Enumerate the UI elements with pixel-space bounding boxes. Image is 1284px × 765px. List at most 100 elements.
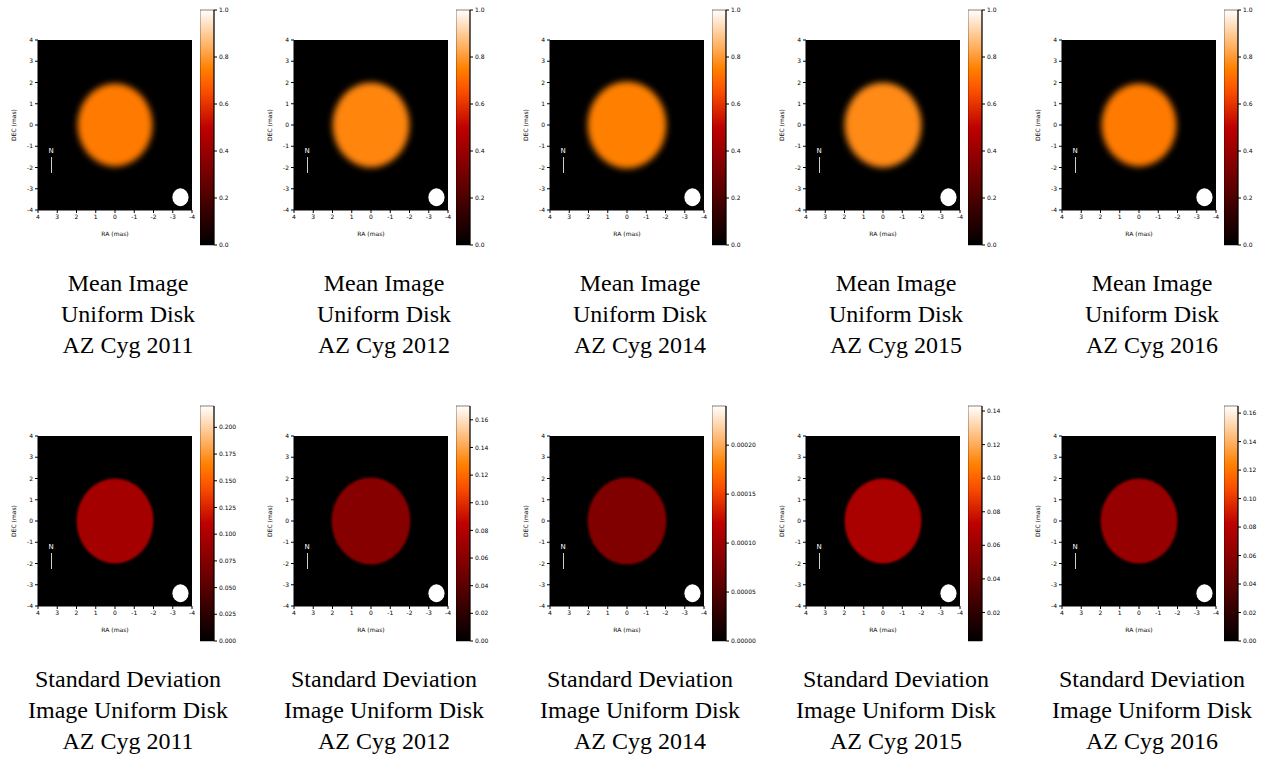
svg-text:0: 0	[1053, 517, 1057, 524]
svg-text:DEC (mas): DEC (mas)	[266, 109, 273, 141]
svg-text:1: 1	[862, 213, 866, 220]
svg-text:2: 2	[1053, 475, 1057, 482]
svg-text:0.025: 0.025	[219, 610, 236, 617]
svg-text:-1: -1	[27, 538, 33, 545]
svg-text:-3: -3	[539, 581, 545, 588]
svg-text:4: 4	[1053, 36, 1057, 43]
svg-text:0.8: 0.8	[219, 53, 229, 60]
svg-text:0: 0	[29, 121, 33, 128]
svg-text:3: 3	[541, 57, 545, 64]
svg-text:2: 2	[29, 79, 33, 86]
svg-text:-4: -4	[701, 609, 707, 616]
svg-text:DEC (mas): DEC (mas)	[1034, 109, 1041, 141]
svg-text:-3: -3	[1194, 609, 1200, 616]
svg-text:3: 3	[1079, 213, 1083, 220]
svg-text:0.2: 0.2	[987, 194, 997, 201]
svg-text:3: 3	[797, 57, 801, 64]
svg-text:-1: -1	[899, 213, 905, 220]
svg-text:0.6: 0.6	[731, 100, 741, 107]
svg-text:-4: -4	[1213, 609, 1219, 616]
svg-text:-2: -2	[407, 609, 413, 616]
svg-text:-4: -4	[539, 602, 545, 609]
svg-text:-3: -3	[170, 609, 176, 616]
svg-text:-1: -1	[283, 142, 289, 149]
svg-text:RA (mas): RA (mas)	[357, 230, 384, 237]
svg-text:0.150: 0.150	[219, 477, 236, 484]
svg-text:0.100: 0.100	[219, 530, 236, 537]
svg-text:-3: -3	[1051, 185, 1057, 192]
svg-text:3: 3	[1079, 609, 1083, 616]
svg-text:0.06: 0.06	[987, 541, 1001, 548]
svg-text:-1: -1	[1155, 609, 1161, 616]
svg-text:0.4: 0.4	[1243, 147, 1253, 154]
svg-text:1: 1	[94, 609, 98, 616]
svg-text:4: 4	[285, 36, 289, 43]
svg-text:0.8: 0.8	[731, 53, 741, 60]
svg-text:-2: -2	[27, 164, 33, 171]
svg-text:3: 3	[541, 453, 545, 460]
svg-text:-1: -1	[1051, 142, 1057, 149]
svg-text:4: 4	[36, 213, 40, 220]
svg-text:-3: -3	[1051, 581, 1057, 588]
svg-text:DEC (mas): DEC (mas)	[778, 505, 785, 537]
svg-text:0.2: 0.2	[1243, 194, 1253, 201]
svg-text:1: 1	[29, 496, 33, 503]
svg-text:0: 0	[881, 213, 885, 220]
svg-text:DEC (mas): DEC (mas)	[1034, 505, 1041, 537]
svg-text:4: 4	[292, 213, 296, 220]
svg-text:-4: -4	[27, 602, 33, 609]
svg-text:-3: -3	[795, 185, 801, 192]
svg-text:-2: -2	[919, 213, 925, 220]
svg-text:4: 4	[29, 36, 33, 43]
svg-text:4: 4	[541, 432, 545, 439]
svg-text:-1: -1	[643, 213, 649, 220]
svg-text:3: 3	[1053, 57, 1057, 64]
svg-text:0.8: 0.8	[987, 53, 997, 60]
svg-text:-1: -1	[899, 609, 905, 616]
svg-text:-4: -4	[1213, 213, 1219, 220]
svg-text:2: 2	[1099, 609, 1103, 616]
svg-text:0.4: 0.4	[475, 147, 485, 154]
svg-text:-4: -4	[27, 206, 33, 213]
svg-text:0: 0	[369, 609, 373, 616]
svg-text:-1: -1	[131, 609, 137, 616]
svg-text:0: 0	[541, 121, 545, 128]
svg-text:-3: -3	[170, 213, 176, 220]
svg-text:-2: -2	[1175, 213, 1181, 220]
svg-text:0.14: 0.14	[1243, 438, 1257, 445]
svg-text:0: 0	[797, 121, 801, 128]
svg-text:-2: -2	[539, 560, 545, 567]
svg-text:0: 0	[113, 213, 117, 220]
svg-text:0.00000: 0.00000	[731, 637, 756, 644]
svg-text:0.4: 0.4	[219, 147, 229, 154]
svg-text:0.0: 0.0	[475, 241, 485, 248]
svg-text:1: 1	[606, 213, 610, 220]
svg-text:-3: -3	[1194, 213, 1200, 220]
svg-text:4: 4	[1060, 213, 1064, 220]
svg-text:0.12: 0.12	[475, 471, 489, 478]
svg-text:0.00020: 0.00020	[731, 441, 756, 448]
svg-text:4: 4	[548, 609, 552, 616]
svg-text:3: 3	[1053, 453, 1057, 460]
svg-text:1: 1	[285, 100, 289, 107]
svg-text:-1: -1	[539, 142, 545, 149]
svg-text:0.175: 0.175	[219, 450, 236, 457]
svg-text:0.6: 0.6	[219, 100, 229, 107]
svg-text:0.2: 0.2	[219, 194, 229, 201]
svg-text:-2: -2	[151, 609, 157, 616]
svg-text:0: 0	[369, 213, 373, 220]
svg-text:0.06: 0.06	[475, 554, 489, 561]
svg-text:DEC (mas): DEC (mas)	[266, 505, 273, 537]
svg-text:-3: -3	[283, 185, 289, 192]
svg-text:0.02: 0.02	[1243, 609, 1257, 616]
svg-text:1: 1	[350, 609, 354, 616]
svg-text:0.4: 0.4	[987, 147, 997, 154]
svg-text:-4: -4	[795, 206, 801, 213]
svg-text:0.08: 0.08	[1243, 523, 1257, 530]
svg-text:-2: -2	[919, 609, 925, 616]
svg-text:-2: -2	[283, 560, 289, 567]
svg-text:0.8: 0.8	[1243, 53, 1253, 60]
svg-text:-2: -2	[1051, 164, 1057, 171]
svg-text:0.050: 0.050	[219, 584, 236, 591]
svg-text:2: 2	[75, 609, 79, 616]
